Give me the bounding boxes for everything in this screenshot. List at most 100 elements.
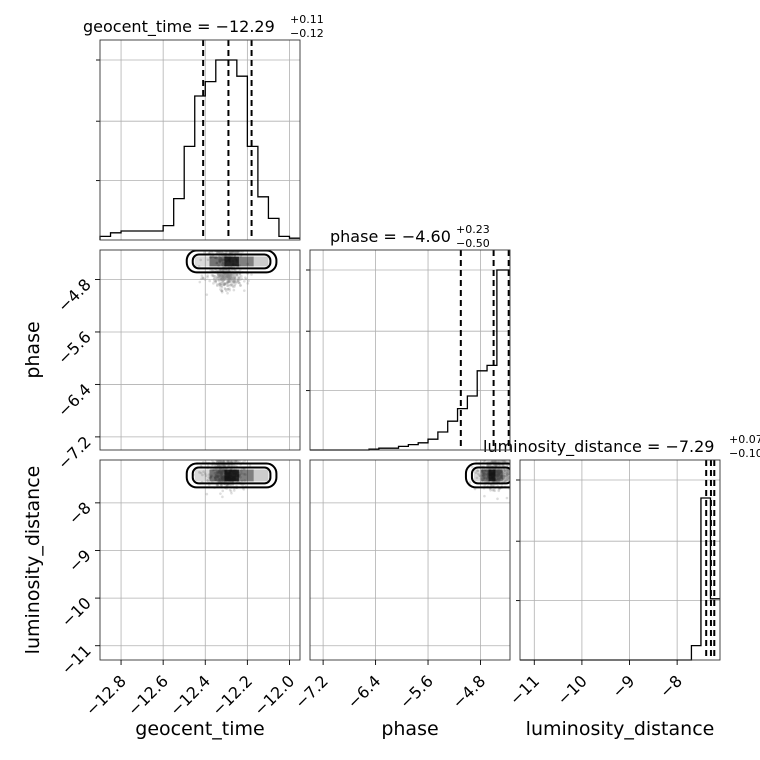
- pair-frame: [99, 249, 301, 451]
- scatter-point: [222, 283, 226, 287]
- scatter-point: [203, 278, 207, 281]
- y-axis-label-phase: phase: [22, 321, 44, 378]
- scatter-point: [219, 276, 223, 279]
- scatter-point: [514, 472, 517, 475]
- scatter-point: [230, 282, 233, 286]
- y-tick-label: −4.8: [54, 275, 95, 316]
- scatter-point: [233, 283, 237, 287]
- scatter-point: [232, 464, 236, 467]
- scatter-point: [503, 468, 507, 472]
- scatter-point: [511, 471, 514, 474]
- scatter-point: [505, 474, 509, 477]
- scatter-point: [486, 464, 489, 467]
- density-cell: [224, 256, 239, 267]
- scatter-point: [221, 281, 225, 284]
- scatter-point: [226, 460, 230, 463]
- scatter-point: [236, 278, 240, 282]
- histogram-step: [520, 497, 720, 661]
- scatter-point: [489, 489, 492, 492]
- scatter-point: [220, 282, 223, 285]
- scatter-point: [220, 464, 224, 467]
- scatter-point: [506, 460, 509, 463]
- scatter-point: [217, 275, 220, 279]
- contour-inner: [191, 466, 272, 485]
- scatter-point: [218, 277, 221, 281]
- scatter-point: [512, 473, 515, 476]
- y-tick-label: −8: [65, 498, 95, 528]
- scatter-point: [503, 480, 507, 483]
- scatter-point: [232, 276, 235, 280]
- title-geocent-time-main: geocent_time = −12.29: [83, 17, 275, 37]
- scatter-point: [233, 276, 237, 280]
- y-tick-label: −6.4: [54, 380, 95, 421]
- scatter-point: [502, 464, 505, 467]
- scatter-point: [218, 274, 222, 278]
- scatter-point: [211, 251, 214, 255]
- scatter-point: [228, 276, 232, 280]
- scatter-point: [232, 285, 235, 289]
- scatter-point: [205, 492, 209, 496]
- scatter-point: [223, 460, 226, 463]
- scatter-point: [501, 463, 504, 467]
- scatter-point: [493, 460, 497, 463]
- scatter-point: [494, 460, 498, 463]
- density-cell: [473, 469, 482, 482]
- y-tick-label: −10: [58, 593, 95, 630]
- y-tick-label: −9: [65, 546, 95, 576]
- scatter-point: [507, 472, 510, 475]
- scatter-point: [511, 466, 514, 469]
- scatter-point: [220, 286, 224, 289]
- title-geocent-time-minus: −0.12: [290, 27, 324, 40]
- contour-outer: [185, 250, 278, 274]
- scatter-point: [213, 279, 216, 283]
- scatter-point: [239, 283, 242, 287]
- scatter-point: [205, 293, 209, 296]
- title-phase-main: phase = −4.60: [330, 227, 451, 246]
- scatter-point: [198, 280, 202, 284]
- scatter-point: [505, 473, 509, 477]
- scatter-point: [223, 282, 227, 286]
- hist-panel-geocent-time: [96, 39, 301, 241]
- scatter-point: [502, 475, 506, 478]
- x-tick-label: −5.6: [396, 671, 437, 712]
- scatter-point: [236, 279, 240, 282]
- density-cell: [209, 469, 225, 482]
- scatter-point: [504, 479, 508, 483]
- scatter-point: [220, 273, 224, 277]
- scatter-point: [507, 476, 510, 479]
- scatter-point: [227, 273, 230, 276]
- scatter-point: [206, 274, 209, 277]
- scatter-point: [228, 274, 232, 277]
- scatter-point: [503, 460, 506, 464]
- x-tick-label: −12.4: [166, 671, 214, 719]
- scatter-point: [234, 251, 238, 254]
- scatter-point: [222, 464, 225, 467]
- scatter-point: [231, 274, 235, 277]
- scatter-point: [222, 278, 226, 281]
- scatter-point: [219, 492, 222, 495]
- scatter-point: [224, 273, 227, 277]
- scatter-point: [225, 273, 229, 276]
- scatter-point: [222, 272, 226, 276]
- scatter-point: [215, 276, 219, 279]
- scatter-point: [498, 463, 502, 467]
- contour-inner: [470, 466, 510, 485]
- density-cell: [194, 469, 210, 482]
- scatter-point: [233, 274, 236, 278]
- scatter-point: [503, 479, 507, 482]
- scatter-point: [202, 276, 205, 280]
- x-tick-label: −12.6: [124, 671, 172, 719]
- scatter-point: [510, 479, 513, 482]
- scatter-point: [212, 282, 215, 285]
- scatter-point: [486, 460, 490, 463]
- scatter-point: [233, 280, 237, 284]
- scatter-point: [216, 460, 219, 462]
- scatter-point: [239, 284, 242, 287]
- scatter-point: [228, 250, 232, 254]
- scatter-point: [221, 277, 225, 280]
- scatter-point: [210, 273, 214, 277]
- scatter-point: [229, 460, 233, 463]
- scatter-point: [217, 464, 220, 467]
- scatter-point: [218, 272, 221, 276]
- scatter-point: [478, 474, 481, 477]
